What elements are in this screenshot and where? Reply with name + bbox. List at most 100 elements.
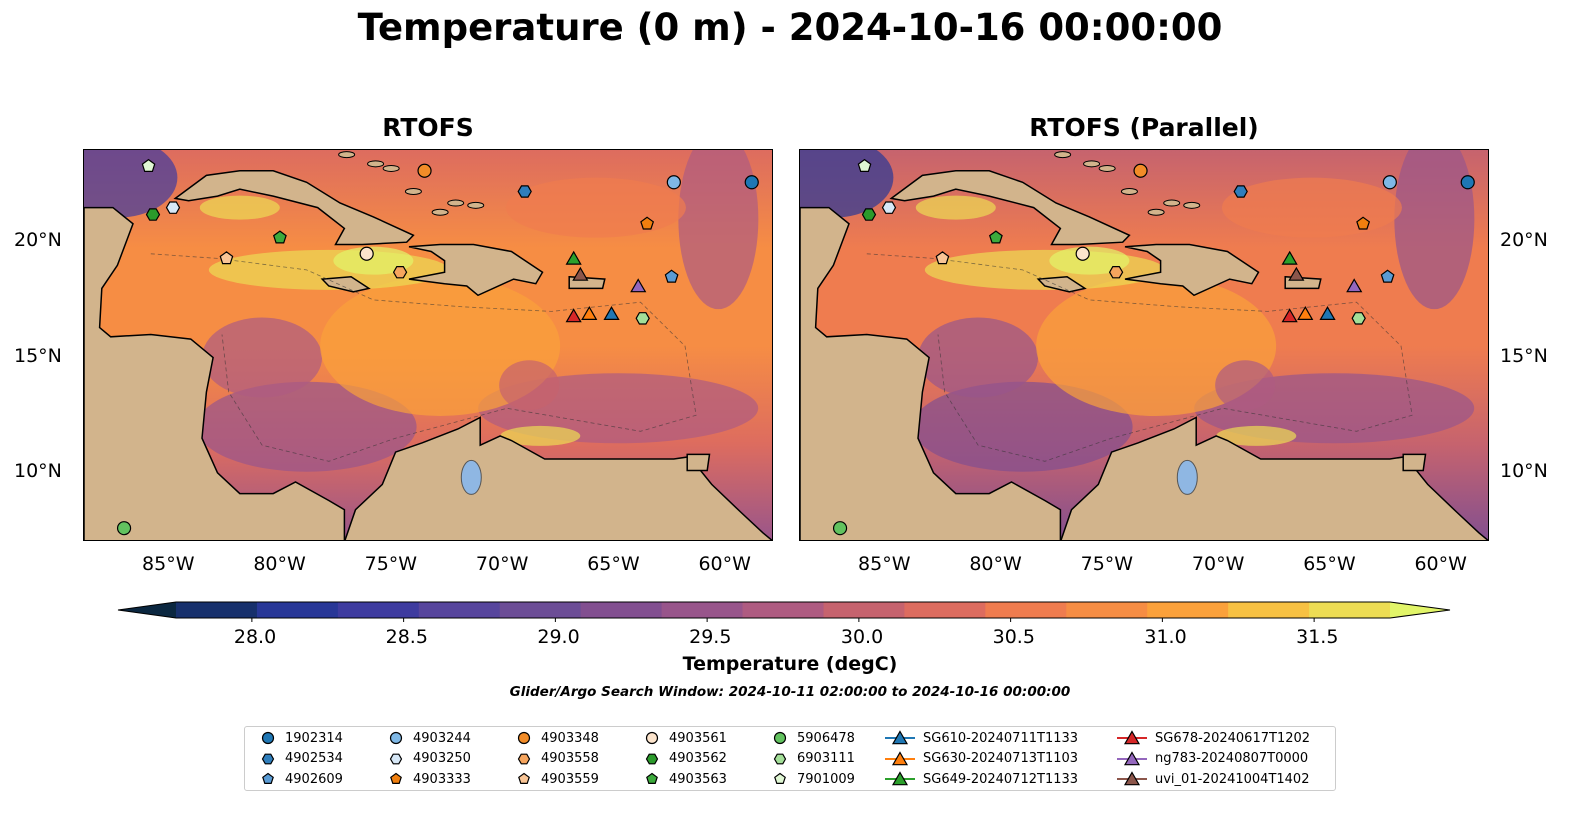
obs-marker-4903558 (392, 265, 408, 279)
legend-label: SG678-20240617T1202 (1155, 730, 1311, 746)
island (1120, 188, 1138, 196)
island (447, 199, 465, 207)
legend-label: 4903561 (669, 730, 727, 746)
obs-marker-7901009 (857, 158, 872, 172)
temperature-patch (1394, 150, 1475, 310)
legend-item: SG649-20240712T1133 (885, 770, 1078, 788)
colorbar-segment (742, 602, 824, 618)
lon-tick-label: 70°W (1191, 553, 1245, 575)
island (467, 201, 485, 209)
lat-tick-label-right: 20°N (1500, 229, 1548, 252)
legend-label: 4903250 (413, 751, 471, 766)
lon-tick-label: 80°W (969, 553, 1022, 575)
temperature-patch (505, 177, 686, 238)
map-canvas (84, 150, 772, 540)
legend-marker-icon (261, 731, 275, 745)
legend-marker-icon (645, 753, 659, 764)
legend-label: 4903559 (541, 771, 599, 787)
legend-marker-icon (1117, 750, 1147, 765)
obs-marker-4903563 (272, 230, 287, 244)
lat-tick-label-right: 15°N (1500, 344, 1548, 367)
map-panel-rtofs-parallel (799, 149, 1489, 541)
obs-marker-uvi_01-20241004T1402 (572, 266, 589, 281)
colorbar-segment (1228, 602, 1310, 618)
legend-marker-icon (885, 750, 915, 765)
colorbar-segment (1309, 602, 1391, 618)
legend-item: 4902534 (259, 750, 343, 768)
legend-label: SG649-20240712T1133 (923, 771, 1079, 787)
legend-label: 4902534 (285, 751, 343, 766)
land (1036, 276, 1087, 293)
island (1183, 201, 1201, 209)
island (1098, 164, 1116, 172)
legend-item: 4902609 (259, 770, 343, 788)
colorbar-segment (1066, 602, 1148, 618)
legend-item: 4903250 (387, 750, 471, 768)
colorbar-segment (418, 602, 501, 618)
legend-marker-icon (517, 753, 531, 764)
temperature-patch (912, 381, 1133, 472)
colorbar-tick-label: 28.0 (233, 626, 277, 648)
lon-tick-label: 75°W (1080, 553, 1134, 575)
legend-item: 5906478 (771, 729, 855, 747)
colorbar-segment (661, 602, 744, 618)
lon-tick-label: 85°W (858, 553, 911, 575)
land (1402, 453, 1427, 472)
legend-marker-icon (517, 731, 531, 745)
obs-marker-7901009 (141, 158, 156, 172)
legend-item: 4903333 (387, 770, 471, 788)
legend-item: SG630-20240713T1103 (885, 750, 1078, 768)
temperature-patch (915, 195, 996, 220)
land (889, 170, 1131, 246)
obs-marker-5906478 (116, 521, 132, 536)
obs-marker-4902534 (1233, 185, 1248, 198)
obs-marker-1902314 (1460, 175, 1475, 190)
legend-marker-icon (885, 730, 915, 745)
temperature-patch (678, 150, 759, 310)
lat-tick-label-left: 20°N (14, 229, 62, 252)
land (686, 453, 711, 472)
legend-label: SG610-20240711T1133 (923, 730, 1079, 746)
obs-marker-4903559 (219, 251, 234, 265)
legend-item: ng783-20240807T0000 (1117, 750, 1308, 768)
land (1124, 243, 1260, 297)
legend-item: 4903563 (643, 770, 727, 788)
figure-title: Temperature (0 m) - 2024-10-16 00:00:00 (357, 6, 1223, 49)
colorbar-extend-low (118, 602, 176, 618)
obs-marker-4903333 (640, 216, 655, 230)
search-window-text: Glider/Argo Search Window: 2024-10-11 02… (509, 684, 1071, 700)
obs-marker-4903561 (359, 246, 374, 261)
lake (1176, 459, 1198, 495)
legend-label: 4903333 (413, 771, 471, 787)
legend-label: 4903558 (541, 751, 599, 766)
obs-marker-4903244 (1382, 175, 1397, 190)
lat-tick-label-left: 15°N (14, 344, 62, 367)
obs-marker-4903563 (988, 230, 1003, 244)
temperature-patch (1049, 246, 1130, 275)
temperature-patch (333, 246, 414, 275)
temperature-patch (199, 195, 280, 220)
lon-tick-label: 65°W (1303, 553, 1356, 575)
temperature-patch (1215, 360, 1276, 411)
obs-marker-SG678-20240617T1202 (565, 308, 582, 323)
land (320, 276, 371, 293)
legend-item: 4903558 (515, 750, 599, 768)
legend-item: SG678-20240617T1202 (1117, 729, 1310, 747)
colorbar-label: Temperature (degC) (682, 653, 898, 675)
legend-marker-icon (389, 731, 403, 745)
obs-marker-6903111 (635, 312, 650, 325)
legend-marker-icon (518, 772, 530, 784)
legend-item: 6903111 (771, 750, 855, 768)
land (408, 243, 544, 297)
lon-tick-label: 80°W (253, 553, 306, 575)
legend-marker-icon (1117, 730, 1147, 745)
colorbar-tick-label: 29.0 (537, 626, 580, 648)
temperature-patch (499, 360, 560, 411)
lon-tick-label: 60°W (698, 553, 751, 575)
obs-marker-4902609 (1380, 269, 1395, 283)
legend-label: 4902609 (285, 771, 343, 787)
legend-item: 4903562 (643, 750, 727, 768)
obs-marker-SG630-20240713T1103 (1297, 306, 1314, 320)
obs-marker-4903333 (1356, 216, 1371, 230)
obs-marker-4902534 (517, 185, 532, 198)
